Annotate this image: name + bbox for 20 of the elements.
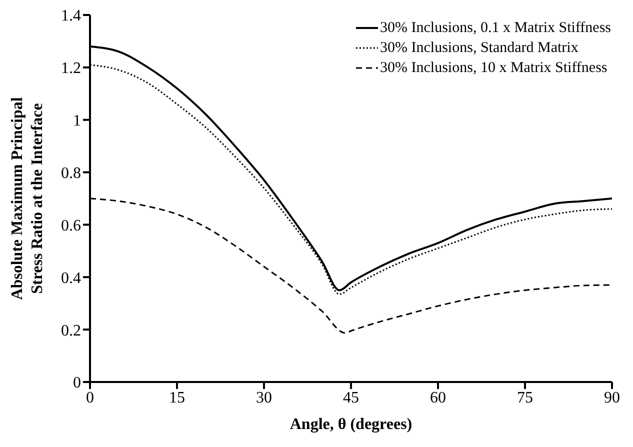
x-tick-label: 75 (517, 389, 533, 406)
y-axis-title: Absolute Maximum Principal Stress Ratio at the Interface (9, 96, 46, 300)
x-tick-label: 60 (430, 389, 446, 406)
y-tick-label: 1.2 (61, 60, 81, 78)
y-tick-label: 1.4 (61, 8, 81, 25)
legend-label: 30% Inclusions, 10 x Matrix Stiffness (380, 59, 608, 78)
y-tick-label: 0 (73, 374, 81, 392)
legend-label: 30% Inclusions, 0.1 x Matrix Stiffness (380, 19, 611, 38)
y-tick-label: 1 (73, 112, 81, 130)
x-tick-label: 0 (86, 389, 94, 406)
legend-label: 30% Inclusions, Standard Matrix (380, 39, 578, 58)
x-tick-label: 90 (604, 389, 620, 406)
y-tick-label: 0.8 (61, 164, 81, 182)
x-tick-label: 30 (256, 389, 272, 406)
x-tick-label: 15 (169, 389, 185, 406)
y-tick-label: 0.4 (61, 270, 81, 287)
x-tick-label: 45 (343, 389, 359, 406)
y-tick-label: 0.2 (61, 322, 81, 340)
x-axis-title: Angle, θ (degrees) (290, 416, 412, 433)
y-tick-label: 0.6 (61, 217, 81, 234)
